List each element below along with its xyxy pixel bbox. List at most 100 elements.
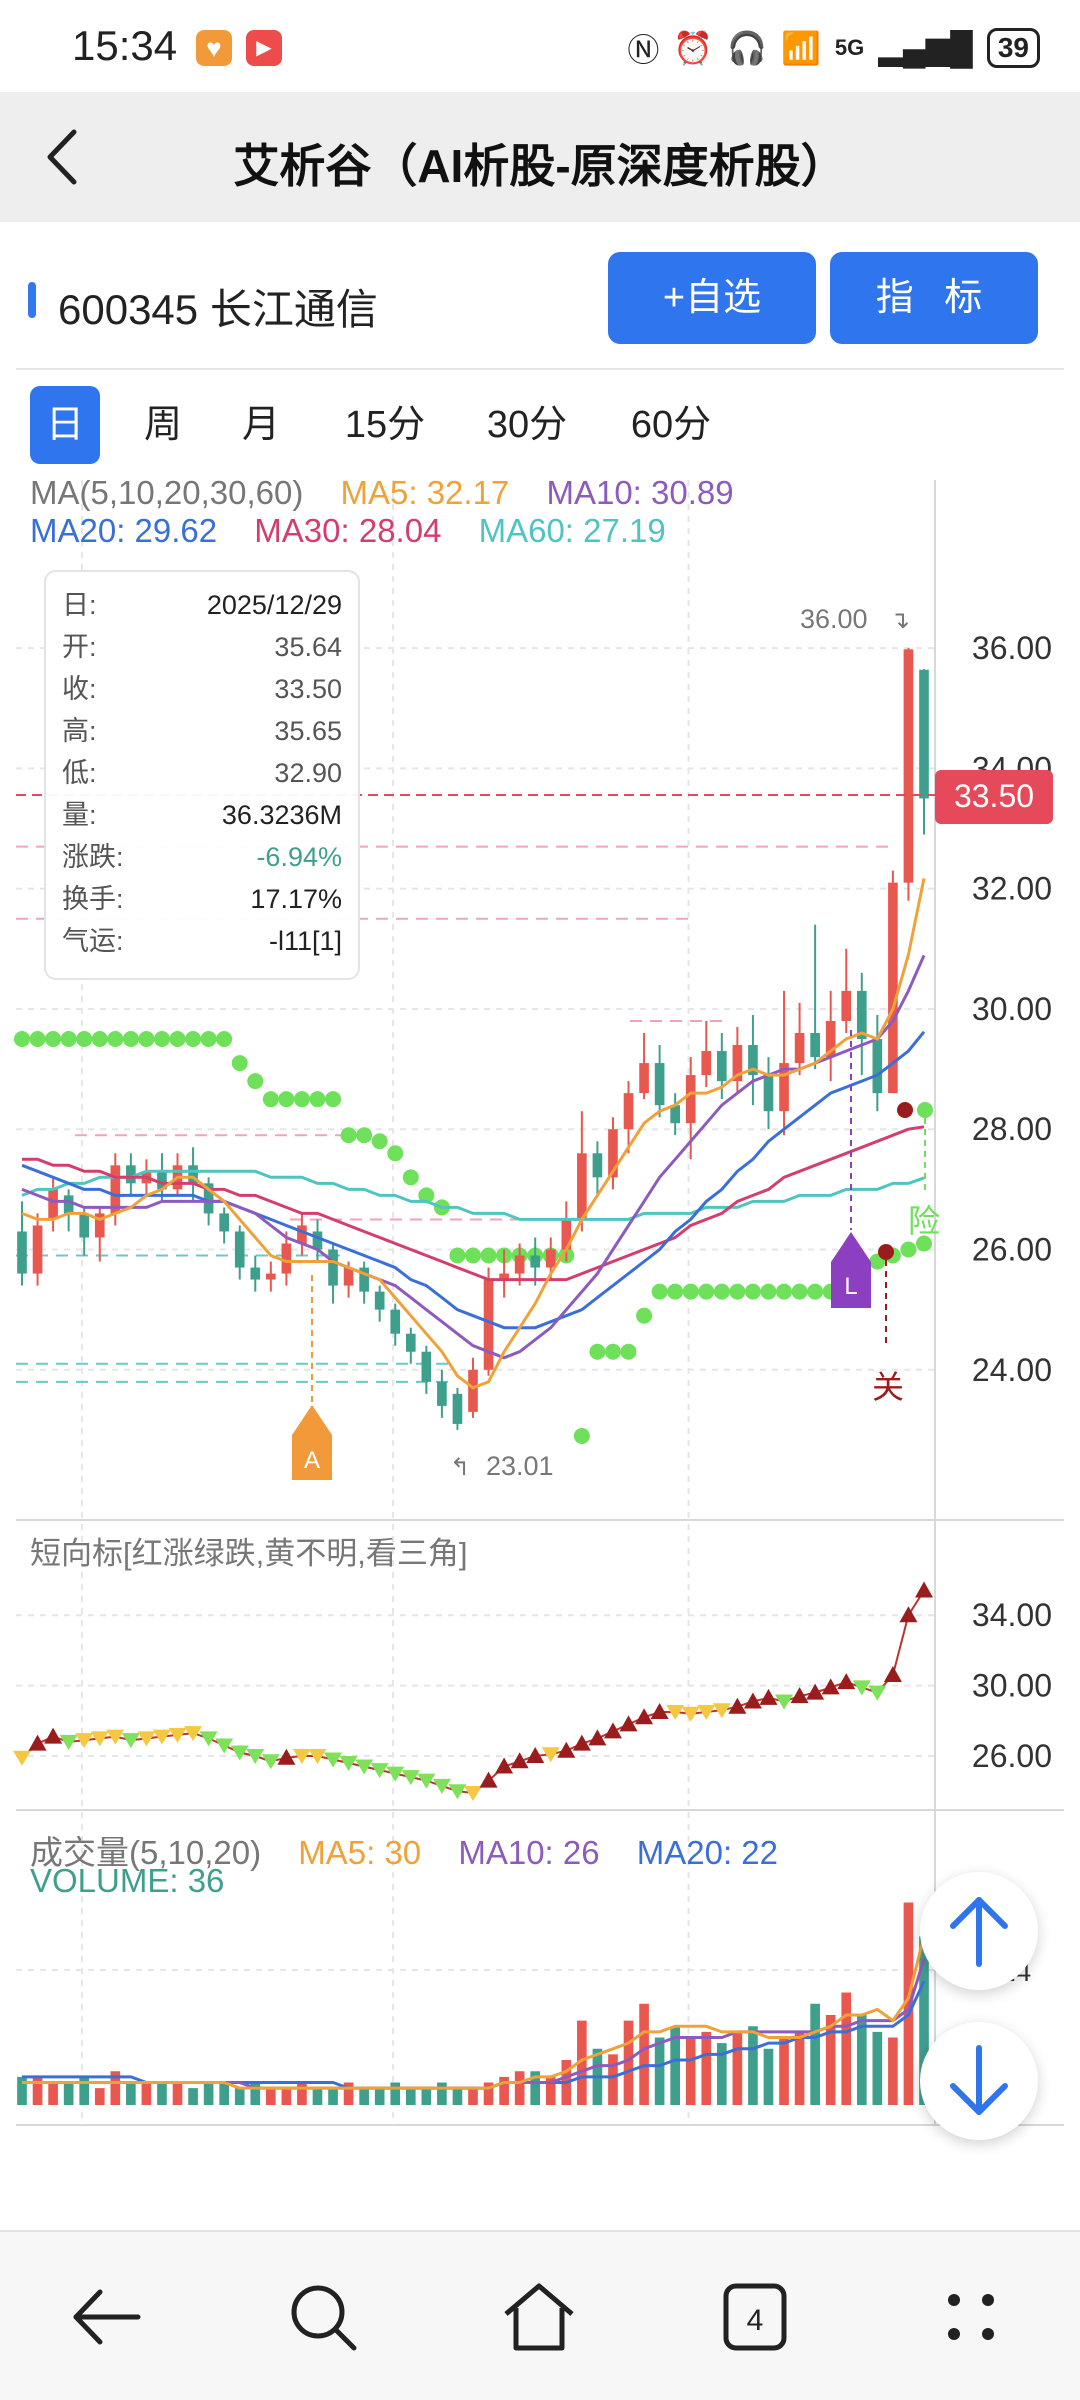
candle-body xyxy=(266,1273,276,1280)
tab-day[interactable]: 日 xyxy=(30,386,100,464)
high-price-label: 36.00 xyxy=(800,604,868,634)
y-tick-label: 28.00 xyxy=(972,1111,1052,1147)
indicator-triangle xyxy=(246,1749,265,1764)
indicator-triangle xyxy=(526,1747,545,1763)
marker-a-label: A xyxy=(304,1447,320,1474)
tab-60min[interactable]: 60分 xyxy=(630,404,712,446)
sar-dot xyxy=(620,1343,637,1360)
indicator-triangle xyxy=(697,1705,716,1720)
indicator-triangle xyxy=(712,1703,731,1719)
volume-bar xyxy=(514,2071,525,2105)
sar-dot xyxy=(791,1283,808,1300)
indicator-triangle xyxy=(292,1749,311,1764)
indicator-title: 短向标[红涨绿跌,黄不明,看三角] xyxy=(30,1536,468,1571)
indicator-button[interactable]: 指 标 xyxy=(830,252,1038,344)
sar-dot xyxy=(776,1283,793,1300)
indicator-triangle xyxy=(324,1752,343,1768)
indicator-triangle xyxy=(619,1715,638,1732)
info-value: -6.94% xyxy=(256,842,342,872)
sar-dot xyxy=(667,1283,684,1300)
indicator-triangle xyxy=(230,1745,249,1761)
info-row-high: 高: 35.65 xyxy=(62,710,342,752)
red-dot xyxy=(897,1102,913,1118)
info-value: 35.64 xyxy=(274,632,342,662)
y-tick-label: 26.00 xyxy=(972,1738,1052,1774)
current-price-tag xyxy=(935,770,1053,824)
volume-bar xyxy=(670,2026,680,2105)
volume-bar xyxy=(732,2031,743,2105)
volume-legend-row1: 成交量(5,10,20) MA5: 30 MA10: 26 MA20: 22 xyxy=(30,1826,806,1874)
candle-body xyxy=(577,1153,587,1220)
candle-body xyxy=(374,1291,385,1310)
volume-bar xyxy=(312,2088,323,2105)
indicator-triangle xyxy=(184,1726,203,1742)
volume-bar xyxy=(639,2003,649,2105)
candle-body xyxy=(717,1051,727,1082)
nav-home-icon[interactable] xyxy=(494,2272,584,2362)
info-row-fortune: 气运: -l11[1] xyxy=(62,920,342,962)
indicator-triangle xyxy=(806,1683,825,1700)
indicator-triangle xyxy=(121,1733,140,1749)
candle-body xyxy=(32,1225,43,1274)
sar-dot xyxy=(200,1031,217,1048)
stock-code-name: 600345 长江通信 xyxy=(58,286,378,333)
volume-bar xyxy=(188,2088,198,2105)
add-watchlist-button[interactable]: +自选 xyxy=(608,252,816,344)
x-tick-label: 2025-11 xyxy=(336,2149,451,2150)
volume-bar xyxy=(483,2082,494,2105)
sar-dot xyxy=(356,1127,373,1144)
info-value: 2025/12/29 xyxy=(206,590,342,620)
tab-30min[interactable]: 30分 xyxy=(486,404,568,446)
clock: 15:34 xyxy=(72,22,178,69)
indicator-triangle xyxy=(370,1763,389,1779)
volume-bar xyxy=(219,2082,229,2105)
nav-search-icon[interactable] xyxy=(278,2272,368,2362)
volume-bar xyxy=(234,2088,245,2105)
indicator-triangle xyxy=(137,1731,156,1747)
indicator-triangle xyxy=(44,1727,63,1744)
volume-bar xyxy=(250,2082,261,2105)
candle-body xyxy=(530,1255,541,1268)
candle-body xyxy=(685,1075,696,1124)
volume-bar xyxy=(841,1992,852,2105)
sar-dot xyxy=(651,1283,668,1300)
sar-dot xyxy=(29,1031,46,1048)
volume-bar xyxy=(888,2037,898,2105)
indicator-triangle xyxy=(883,1666,902,1683)
candle-body xyxy=(888,882,898,1094)
sar-dot xyxy=(713,1283,730,1300)
page-title: 艾析谷（AI析股-原深度析股） xyxy=(233,140,847,192)
candle-body xyxy=(48,1189,58,1220)
kline-chart[interactable]: 36.0034.0032.0030.0028.0026.0024.0034.00… xyxy=(0,470,1080,2150)
ma-lines xyxy=(21,878,926,1390)
volume-bar xyxy=(48,2082,58,2105)
candle-body xyxy=(872,1039,883,1094)
sar-dot xyxy=(480,1247,497,1264)
info-key: 开: xyxy=(62,632,97,662)
indicator-triangle xyxy=(759,1688,778,1705)
app-notification-icon: ♥ xyxy=(196,30,232,66)
info-key: 收: xyxy=(62,674,97,704)
volume-bar xyxy=(717,2043,727,2105)
candle-body xyxy=(794,1033,805,1064)
candle-body xyxy=(514,1255,525,1274)
nav-tabs-icon[interactable]: 4 xyxy=(710,2272,800,2362)
tab-month[interactable]: 月 xyxy=(241,404,280,446)
nav-menu-icon[interactable] xyxy=(926,2272,1016,2362)
volume-bar xyxy=(157,2082,167,2105)
ma30-value: MA30: 28.04 xyxy=(254,512,442,549)
scroll-down-button[interactable] xyxy=(920,2022,1038,2140)
candle-body xyxy=(219,1213,229,1232)
sar-dot xyxy=(231,1055,248,1072)
tab-week[interactable]: 周 xyxy=(143,404,182,446)
sar-dot xyxy=(309,1091,326,1108)
back-arrow-icon[interactable] xyxy=(32,122,102,192)
y-tick-label: 30.00 xyxy=(972,1668,1052,1704)
info-value: -l11[1] xyxy=(268,926,342,956)
info-row-change: 涨跌: -6.94% xyxy=(62,836,342,878)
indicator-triangle xyxy=(13,1750,31,1766)
tab-15min[interactable]: 15分 xyxy=(344,404,426,446)
x-tick-label: 2025-10 xyxy=(23,2149,140,2150)
scroll-up-button[interactable] xyxy=(920,1872,1038,1990)
nav-back-icon[interactable] xyxy=(62,2272,152,2362)
